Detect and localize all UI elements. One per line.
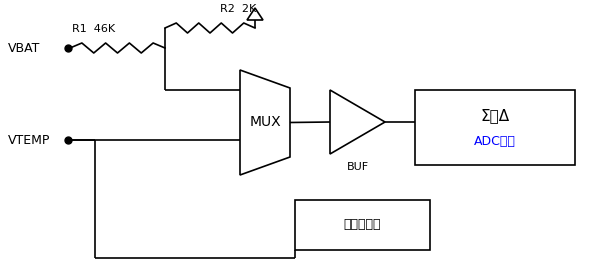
Text: R2  2K: R2 2K [220,4,256,14]
Text: ADC模块: ADC模块 [474,135,516,148]
Text: BUF: BUF [346,162,368,172]
Text: R1  46K: R1 46K [72,24,115,34]
Polygon shape [330,90,385,154]
Text: 温度传感器: 温度传感器 [344,218,381,231]
Text: VTEMP: VTEMP [8,134,50,147]
Polygon shape [295,200,430,250]
Text: Σ－Δ: Σ－Δ [481,108,509,123]
Text: VBAT: VBAT [8,42,40,54]
Polygon shape [415,90,575,165]
Text: MUX: MUX [249,116,281,129]
Polygon shape [240,70,290,175]
